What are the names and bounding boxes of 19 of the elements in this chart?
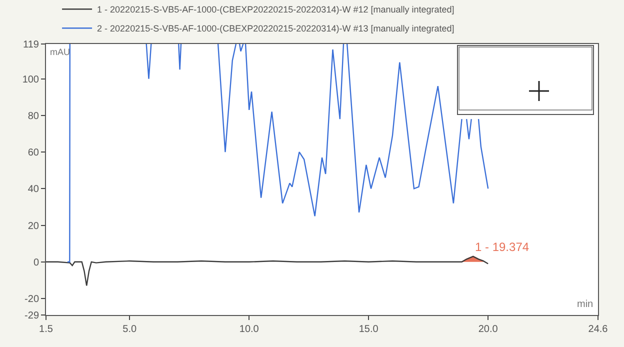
y-tick-label: 40 <box>28 184 40 196</box>
x-tick-label: 1.5 <box>39 324 54 335</box>
x-tick-label: 24.6 <box>588 324 608 335</box>
x-tick-label: 5.0 <box>122 324 138 335</box>
annotation: 1 - 19.374 <box>475 240 530 254</box>
x-tick-label: 20.0 <box>478 324 498 335</box>
legend-label: 1 - 20220215-S-VB5-AF-1000-(CBEXP20220215-20220314)-W #12 [manually integrated] <box>97 4 454 15</box>
y-tick-label: -20 <box>24 294 40 306</box>
y-tick-label: 60 <box>28 148 40 159</box>
x-tick-label: 10.0 <box>239 324 260 335</box>
x-tick-label: 15.0 <box>358 324 379 335</box>
y-tick-label: 100 <box>22 74 40 86</box>
y-tick-label: 20 <box>28 220 40 232</box>
y-tick-label: 0 <box>33 257 40 268</box>
y-tick-label: 119 <box>23 40 40 50</box>
x-axis-title: min <box>577 299 594 310</box>
y-tick-label: -29 <box>24 310 40 322</box>
legend-label: 2 - 20220215-S-VB5-AF-1000-(CBEXP20220215-20220314)-W #13 [manually integrated] <box>97 24 454 34</box>
y-tick-label: 80 <box>28 110 40 122</box>
